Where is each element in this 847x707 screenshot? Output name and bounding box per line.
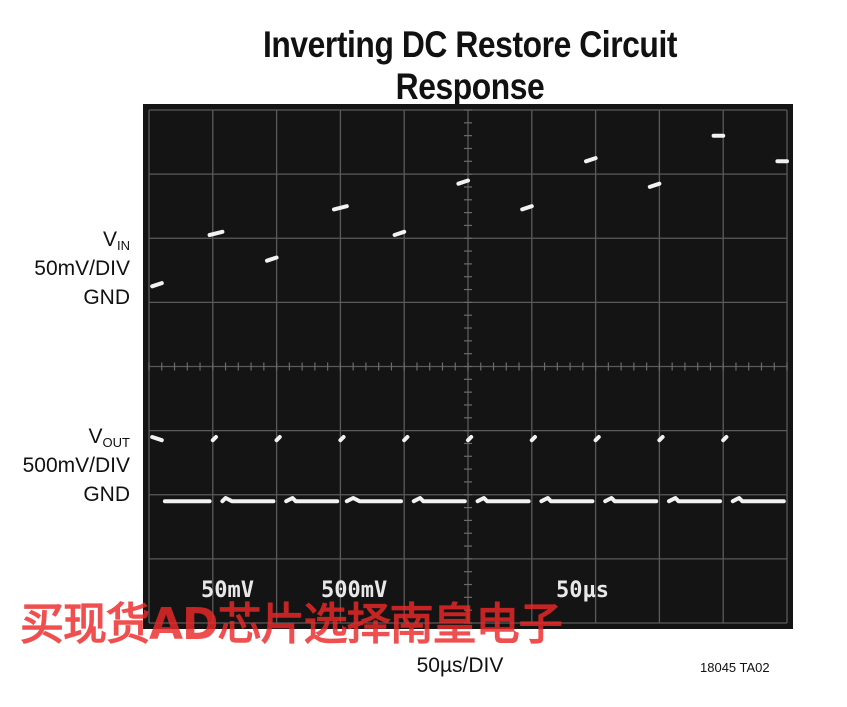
trace-vin: [150, 133, 789, 289]
vout-name: VOUT: [89, 425, 130, 450]
trace-vout: [150, 435, 786, 504]
scope-traces: [150, 133, 789, 504]
trace-line-vout: [150, 435, 786, 504]
vout-name-main: V: [88, 425, 103, 448]
vin-ground: GND: [83, 286, 130, 309]
readout-vout-scale: 500mV: [321, 578, 387, 603]
figure-code: 18045 TA02: [700, 660, 770, 675]
chart-title: Inverting DC Restore Circuit Response: [262, 24, 678, 107]
vout-ground: GND: [83, 483, 130, 506]
vin-name: VIN: [103, 228, 130, 253]
scope-readouts: 50mV 500mV 50µs: [201, 578, 609, 603]
vout-name-sub: OUT: [102, 435, 130, 450]
x-axis-label: 50µs/DIV: [416, 654, 504, 677]
vin-name-main: V: [102, 228, 117, 251]
watermark-text: 买现货AD芯片选择南皇电子: [20, 599, 563, 650]
vin-name-sub: IN: [117, 238, 130, 253]
vin-scale: 50mV/DIV: [34, 257, 130, 280]
vout-scale: 500mV/DIV: [22, 454, 130, 477]
oscilloscope-screen: 50mV 500mV 50µs: [143, 104, 793, 629]
scope-grid: [148, 109, 788, 624]
readout-vin-scale: 50mV: [201, 578, 254, 603]
trace-line-vin: [150, 133, 789, 289]
readout-time-scale: 50µs: [556, 578, 609, 603]
